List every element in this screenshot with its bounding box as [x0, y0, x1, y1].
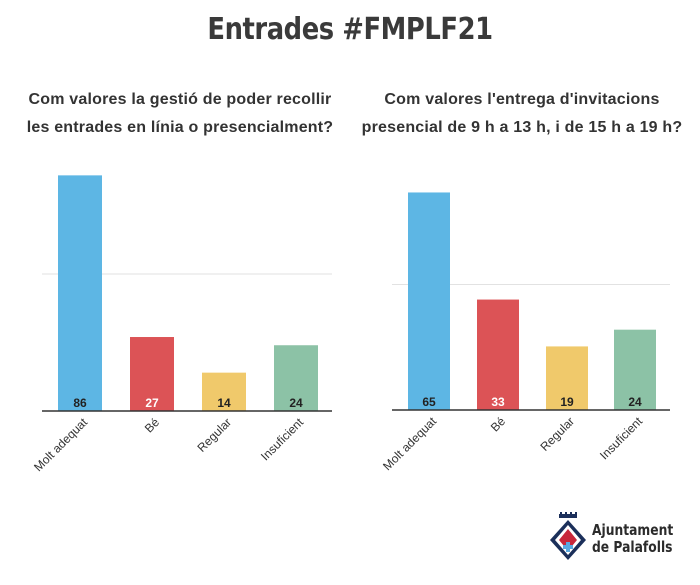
chart-left-data-label-3: 14	[217, 396, 231, 410]
chart-left-tick-label-2: Bé	[142, 415, 163, 436]
chart-left-subtitle-line-1: Com valores la gestió de poder recollir	[28, 91, 332, 108]
chart-left-tick-label-4: Insuficient	[258, 415, 307, 464]
bar-charts: 86 Molt adequat 27 Bé 14 Regular 24 Insuficient…	[31, 175, 670, 474]
chart-left-subtitle-line-2: les entrades en línia o presencialment?	[26, 119, 334, 136]
chart-right-bar-3	[546, 346, 588, 410]
chart-left-tick-label-1: Molt adequat	[31, 415, 90, 474]
chart-right-bar-1	[408, 192, 450, 410]
logo-text: Ajuntament de Palafolls	[592, 522, 673, 556]
chart-left-subtitle: Com valores la gestió de poder recollir …	[20, 86, 340, 142]
logo-text-line-2: de Palafolls	[592, 538, 673, 556]
coat-of-arms-icon	[550, 512, 586, 560]
chart-right-subtitle-line-1: Com valores l'entrega d'invitacions	[384, 91, 660, 108]
chart-right-bar-4	[614, 329, 656, 410]
chart-right-data-label-1: 65	[422, 395, 436, 409]
chart-left-data-label-4: 24	[289, 396, 303, 410]
chart-right-data-label-3: 19	[560, 395, 574, 409]
chart-right-data-label-2: 33	[491, 395, 505, 409]
ajuntament-logo: Ajuntament de Palafolls	[548, 512, 688, 572]
chart-left-data-label-1: 86	[73, 396, 87, 410]
chart-left-bar-4	[274, 345, 318, 411]
chart-right-data-label-4: 24	[628, 395, 642, 409]
chart-right-tick-label-1: Molt adequat	[380, 414, 439, 473]
chart-left-data-label-2: 27	[145, 396, 159, 410]
chart-right-tick-label-4: Insuficient	[597, 414, 646, 463]
chart-left-tick-label-3: Regular	[195, 415, 235, 455]
chart-left-bar-3	[202, 372, 246, 411]
logo-text-line-1: Ajuntament	[592, 521, 674, 539]
chart-right-bar-2	[477, 299, 519, 410]
chart-left-bar-2	[130, 337, 174, 411]
chart-right-tick-label-3: Regular	[538, 414, 578, 454]
chart-left-bar-1	[58, 175, 102, 411]
main-title: Entrades #FMPLF21	[207, 12, 493, 47]
chart-right-tick-label-2: Bé	[488, 414, 509, 435]
chart-right-subtitle: Com valores l'entrega d'invitacions pres…	[352, 86, 692, 142]
chart-right-subtitle-line-2: presencial de 9 h a 13 h, i de 15 h a 19…	[361, 119, 683, 136]
